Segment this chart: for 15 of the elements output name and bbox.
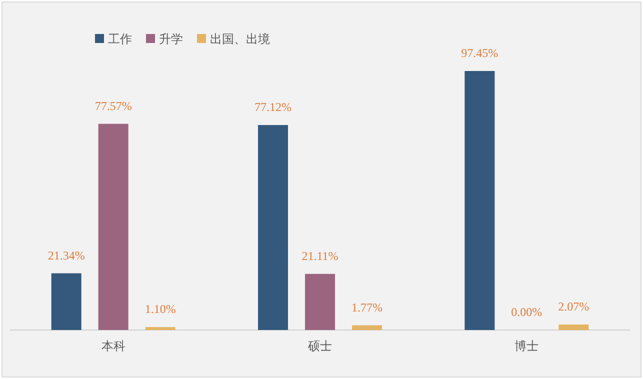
data-label: 21.34% bbox=[48, 248, 85, 262]
data-label: 77.12% bbox=[254, 100, 292, 114]
x-tick-label: 本科 bbox=[101, 339, 126, 353]
x-tick-label: 博士 bbox=[514, 339, 539, 353]
legend-label: 升学 bbox=[159, 32, 183, 46]
legend-label: 出国、出境 bbox=[210, 32, 270, 46]
legend-label: 工作 bbox=[108, 32, 132, 46]
data-label: 2.07% bbox=[558, 300, 590, 314]
data-label: 0.00% bbox=[511, 305, 542, 319]
data-label: 1.10% bbox=[144, 302, 176, 316]
x-tick-label: 硕士 bbox=[307, 339, 332, 353]
data-label: 97.45% bbox=[461, 46, 498, 60]
data-label: 77.57% bbox=[94, 98, 132, 113]
data-label: 21.11% bbox=[302, 248, 338, 263]
data-label: 1.77% bbox=[352, 300, 382, 314]
